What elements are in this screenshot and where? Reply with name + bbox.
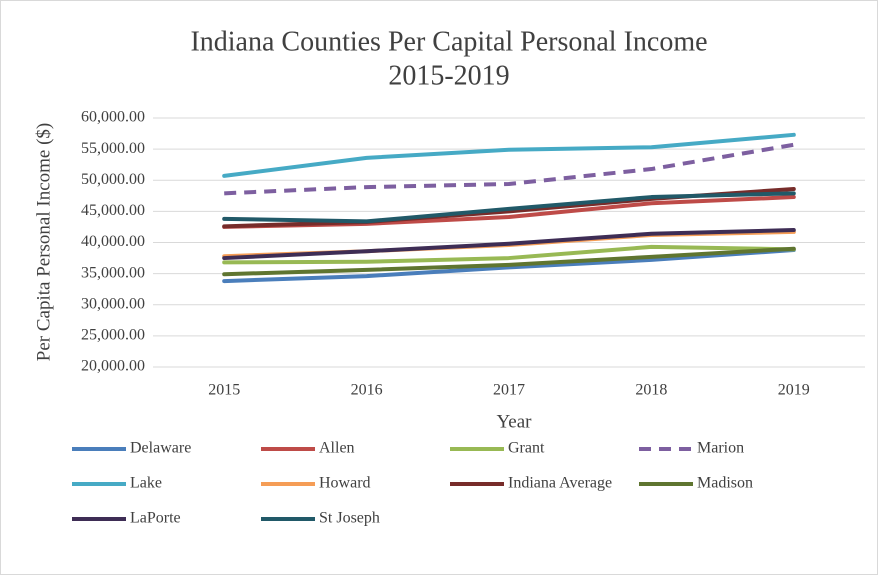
series-line bbox=[222, 191, 796, 224]
chart-subtitle: 2015-2019 bbox=[388, 60, 509, 91]
x-tick-label: 2019 bbox=[778, 382, 810, 399]
x-tick-label: 2017 bbox=[493, 382, 525, 399]
y-tick-label: 60,000.00 bbox=[81, 109, 145, 126]
x-tick-label: 2016 bbox=[351, 382, 383, 399]
y-tick-label: 20,000.00 bbox=[81, 358, 145, 375]
legend-label: St Joseph bbox=[319, 510, 380, 527]
chart-title: Indiana Counties Per Capital Personal In… bbox=[190, 26, 707, 57]
y-tick-label: 40,000.00 bbox=[81, 233, 145, 250]
legend-label: Indiana Average bbox=[508, 475, 612, 492]
legend-label: Lake bbox=[130, 475, 162, 492]
legend-label: Howard bbox=[319, 475, 371, 492]
legend-label: LaPorte bbox=[130, 510, 181, 527]
series-line bbox=[222, 132, 796, 178]
y-tick-label: 55,000.00 bbox=[81, 140, 145, 157]
legend-label: Delaware bbox=[130, 440, 191, 457]
x-tick-label: 2015 bbox=[208, 382, 240, 399]
y-tick-label: 50,000.00 bbox=[81, 171, 145, 188]
legend-label: Allen bbox=[319, 440, 355, 457]
legend-label: Marion bbox=[697, 440, 744, 457]
legend-label: Grant bbox=[508, 440, 545, 457]
x-tick-label: 2018 bbox=[635, 382, 667, 399]
y-tick-label: 30,000.00 bbox=[81, 295, 145, 312]
series-line bbox=[222, 246, 796, 277]
series-line bbox=[222, 244, 796, 265]
series-line bbox=[224, 142, 795, 196]
legend-label: Madison bbox=[697, 475, 753, 492]
series-line bbox=[222, 228, 796, 261]
x-axis-label: Year bbox=[496, 411, 532, 432]
y-tick-label: 35,000.00 bbox=[81, 264, 145, 281]
y-tick-label: 25,000.00 bbox=[81, 327, 145, 344]
series-line bbox=[222, 247, 796, 284]
y-axis-label: Per Capita Personal Income ($) bbox=[33, 123, 54, 361]
y-tick-label: 45,000.00 bbox=[81, 202, 145, 219]
